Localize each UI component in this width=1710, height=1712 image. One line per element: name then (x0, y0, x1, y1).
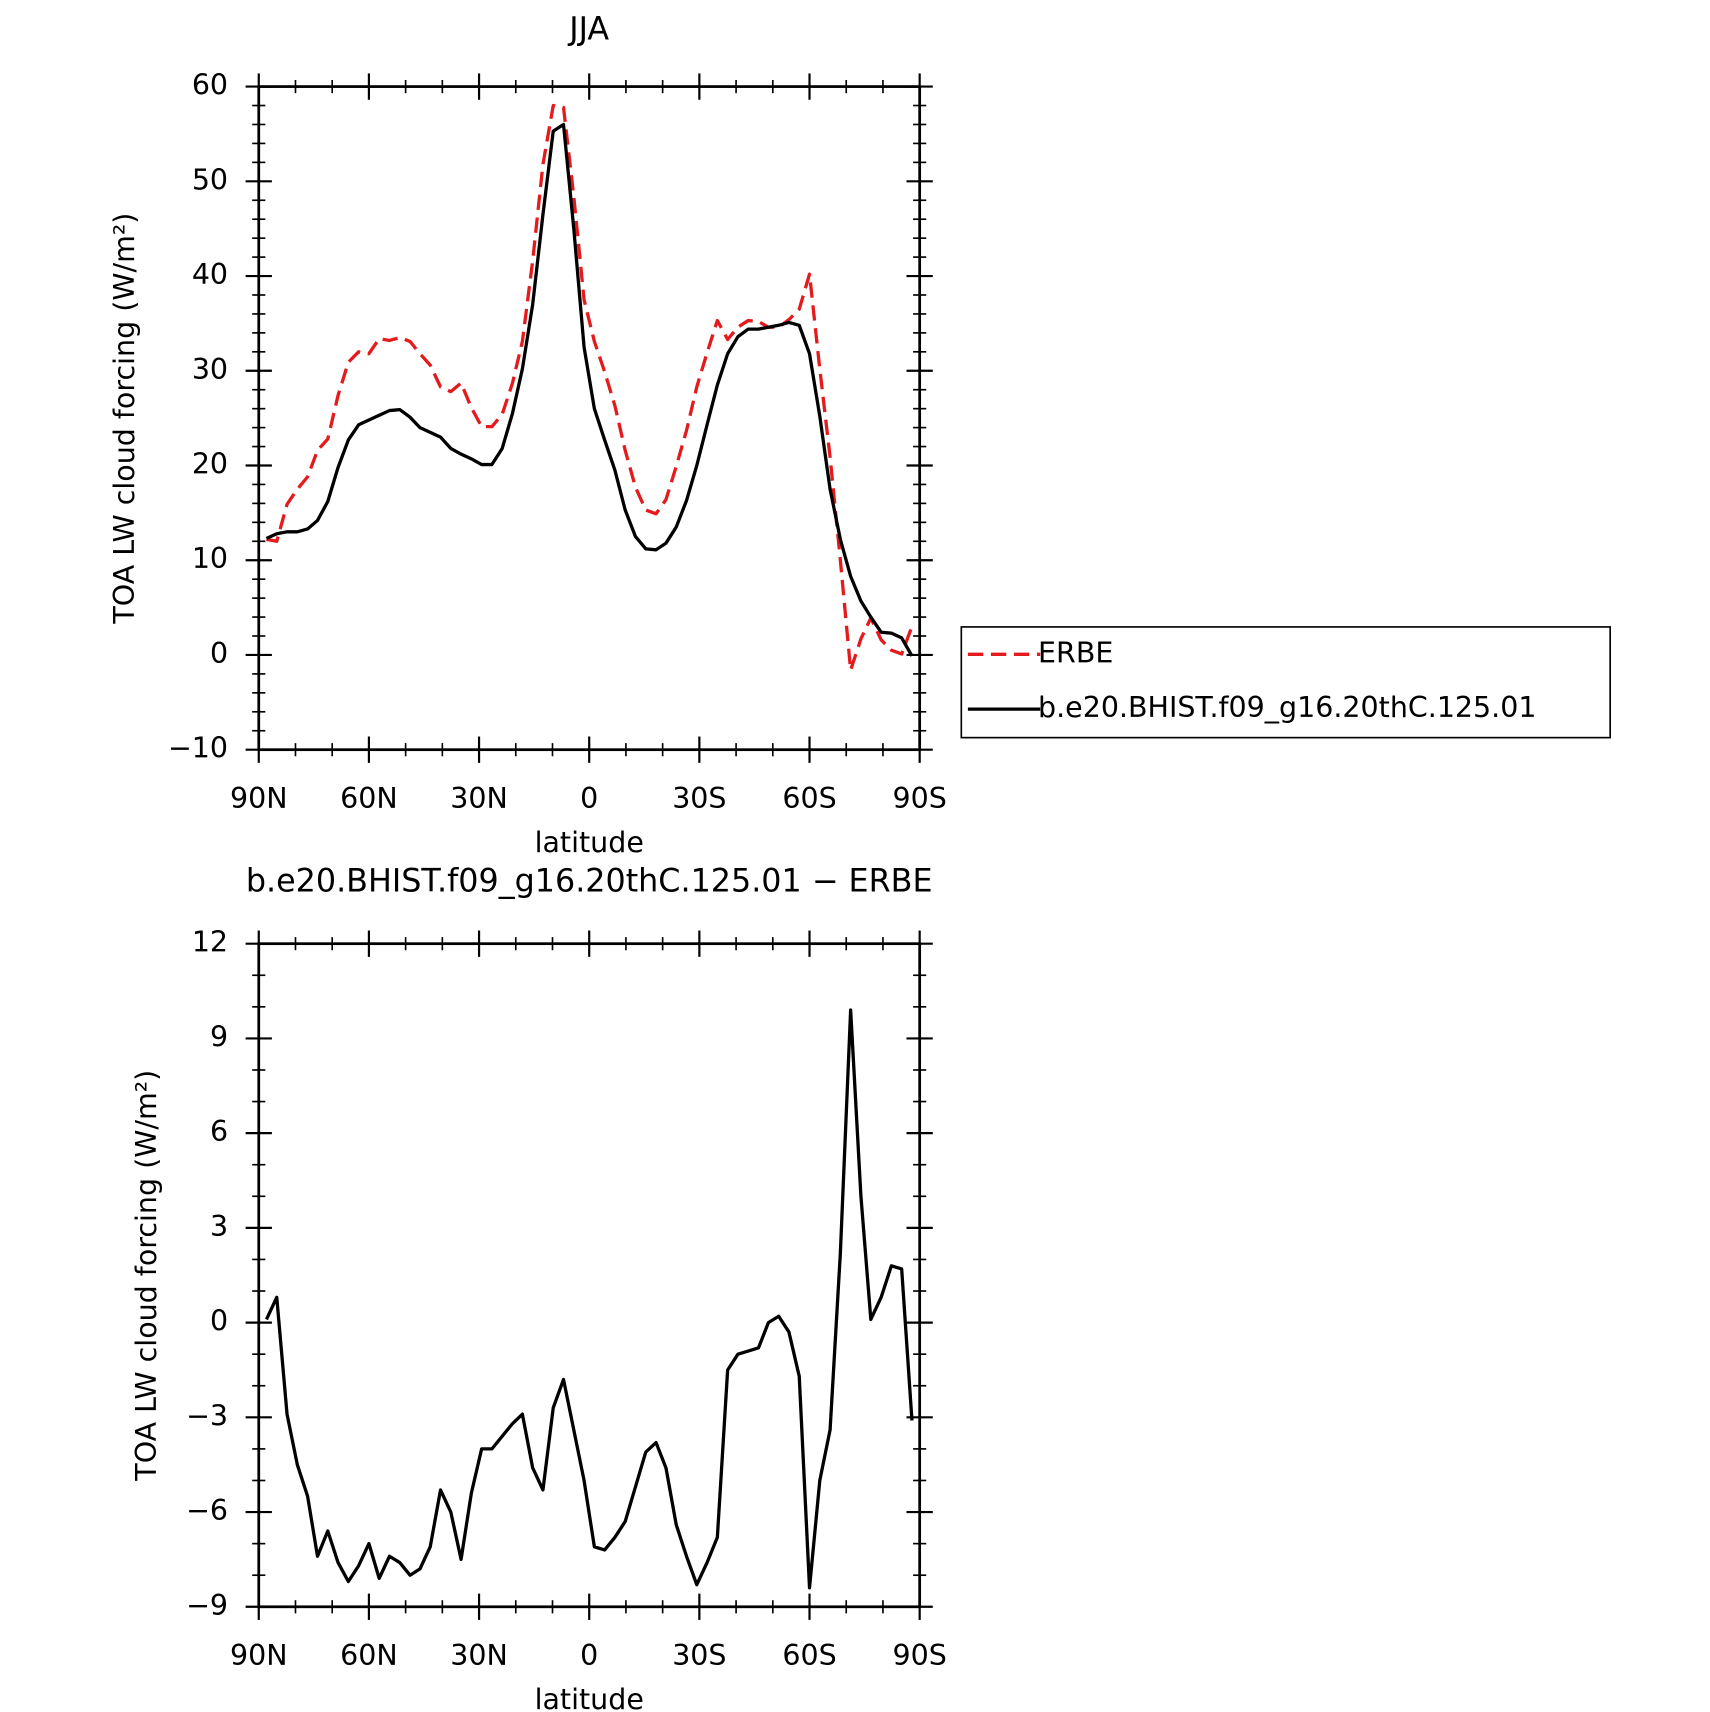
x-tick-label: 30S (672, 1639, 726, 1672)
plot-frame (257, 85, 922, 752)
chart-title: JJA (567, 12, 609, 48)
y-axis-label: TOA LW cloud forcing (W/m²) (130, 1070, 163, 1482)
legend-label: ERBE (1038, 636, 1113, 669)
x-tick-label: 90S (893, 782, 947, 815)
x-tick-label: 30S (672, 782, 726, 815)
y-tick-label: −3 (186, 1399, 228, 1432)
y-tick-label: 40 (192, 258, 228, 291)
y-tick-label: 20 (192, 447, 228, 480)
y-tick-label: 30 (192, 353, 228, 386)
y-tick-label: 6 (210, 1115, 228, 1148)
y-axis-label: TOA LW cloud forcing (W/m²) (108, 213, 141, 625)
y-tick-label: 50 (192, 163, 228, 196)
x-tick-label: 30N (450, 782, 508, 815)
y-tick-label: 0 (210, 637, 228, 670)
x-tick-label: 90N (230, 1639, 288, 1672)
data-line (265, 122, 914, 657)
x-tick-label: 90N (230, 782, 288, 815)
y-tick-label: −10 (168, 732, 228, 765)
y-tick-label: −6 (186, 1494, 228, 1527)
y-tick-label: 3 (210, 1210, 228, 1243)
x-axis-label: latitude (535, 826, 644, 859)
y-tick-label: 10 (192, 542, 228, 575)
x-tick-label: 60N (340, 782, 398, 815)
data-line (264, 1008, 914, 1590)
x-tick-label: 60S (782, 782, 836, 815)
x-axis-label: latitude (535, 1683, 644, 1712)
y-tick-label: 0 (210, 1305, 228, 1338)
x-tick-label: 0 (580, 1639, 598, 1672)
x-tick-label: 60N (340, 1639, 398, 1672)
data-line (266, 103, 914, 672)
y-tick-label: 9 (210, 1020, 228, 1053)
y-tick-label: 60 (192, 69, 228, 102)
x-tick-label: 90S (893, 1639, 947, 1672)
x-tick-label: 30N (450, 1639, 508, 1672)
plot-frame (257, 942, 922, 1609)
y-tick-label: −9 (186, 1589, 228, 1622)
legend-label: b.e20.BHIST.f09_g16.20thC.125.01 (1038, 691, 1536, 724)
chart-title: b.e20.BHIST.f09_g16.20thC.125.01 − ERBE (246, 863, 933, 899)
x-tick-label: 0 (580, 782, 598, 815)
legend-box (960, 626, 1611, 739)
y-tick-label: 12 (192, 926, 228, 959)
x-tick-label: 60S (782, 1639, 836, 1672)
